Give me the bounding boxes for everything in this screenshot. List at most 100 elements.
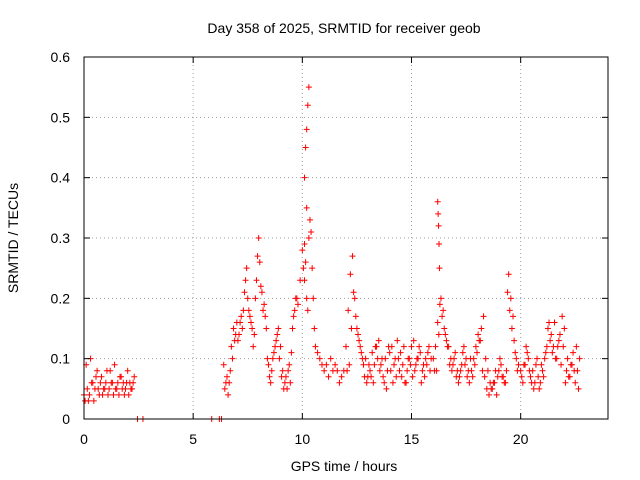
data-point xyxy=(460,343,467,350)
data-point xyxy=(253,277,260,284)
data-point xyxy=(363,379,370,386)
data-point xyxy=(537,379,544,386)
data-point xyxy=(499,373,506,380)
data-point xyxy=(464,373,471,380)
data-point xyxy=(131,373,138,380)
data-point xyxy=(413,355,420,362)
data-point xyxy=(453,373,460,380)
data-point xyxy=(492,367,499,374)
data-points xyxy=(81,84,583,422)
data-point xyxy=(436,301,443,308)
data-point xyxy=(479,367,486,374)
x-tick-label: 15 xyxy=(404,431,420,447)
y-tick-labels: 0 0.1 0.2 0.3 0.4 0.5 0.6 xyxy=(51,49,71,427)
data-point xyxy=(404,367,411,374)
x-tick-label: 0 xyxy=(80,431,88,447)
data-point xyxy=(303,204,310,211)
data-point xyxy=(436,265,443,272)
data-point xyxy=(377,361,384,368)
data-point xyxy=(507,295,514,302)
data-point xyxy=(299,247,306,254)
data-point xyxy=(397,349,404,356)
data-point xyxy=(553,355,560,362)
data-point xyxy=(369,349,376,356)
data-point xyxy=(560,343,567,350)
data-point xyxy=(441,325,448,332)
data-point xyxy=(304,102,311,109)
data-point xyxy=(338,373,345,380)
data-point xyxy=(246,313,253,320)
data-point xyxy=(478,325,485,332)
data-point xyxy=(387,367,394,374)
data-point xyxy=(422,355,429,362)
data-point xyxy=(361,373,368,380)
data-point xyxy=(287,379,294,386)
data-point xyxy=(446,361,453,368)
data-point xyxy=(556,331,563,338)
data-point xyxy=(112,385,119,392)
y-tick-label: 0.3 xyxy=(51,230,71,246)
data-point xyxy=(544,325,551,332)
data-point xyxy=(575,385,582,392)
data-point xyxy=(475,331,482,338)
data-point xyxy=(399,361,406,368)
data-point xyxy=(482,355,489,362)
data-point xyxy=(305,84,312,91)
data-point xyxy=(353,325,360,332)
data-point xyxy=(571,367,578,374)
data-point xyxy=(440,307,447,314)
data-point xyxy=(434,198,441,205)
data-point xyxy=(396,367,403,374)
data-point xyxy=(347,271,354,278)
data-point xyxy=(459,349,466,356)
data-point xyxy=(535,373,542,380)
data-point xyxy=(267,379,274,386)
data-point xyxy=(256,259,263,266)
data-point xyxy=(538,361,545,368)
data-point xyxy=(249,325,256,332)
data-point xyxy=(356,337,363,344)
data-point xyxy=(229,355,236,362)
data-point xyxy=(111,361,118,368)
data-point xyxy=(221,385,228,392)
data-point xyxy=(82,397,89,404)
data-point xyxy=(370,379,377,386)
data-point xyxy=(327,355,334,362)
data-point xyxy=(270,349,277,356)
data-point xyxy=(277,343,284,350)
data-point xyxy=(398,373,405,380)
data-point xyxy=(115,391,122,398)
data-point xyxy=(293,295,300,302)
data-point xyxy=(290,313,297,320)
data-point xyxy=(225,391,232,398)
data-point xyxy=(312,343,319,350)
data-point xyxy=(470,355,477,362)
data-point xyxy=(481,373,488,380)
data-point xyxy=(252,295,259,302)
data-point xyxy=(543,343,550,350)
data-point xyxy=(84,385,91,392)
data-point xyxy=(484,367,491,374)
data-point xyxy=(311,325,318,332)
data-point xyxy=(407,361,414,368)
data-point xyxy=(264,355,271,362)
chart-title: Day 358 of 2025, SRMTID for receiver geo… xyxy=(207,20,480,36)
data-point xyxy=(265,361,272,368)
data-point xyxy=(394,337,401,344)
data-point xyxy=(451,355,458,362)
data-point xyxy=(472,343,479,350)
data-point xyxy=(355,331,362,338)
data-point xyxy=(241,289,248,296)
data-point xyxy=(344,367,351,374)
x-tick-labels: 0 5 10 15 20 xyxy=(80,431,529,447)
data-point xyxy=(110,391,117,398)
y-tick-label: 0.4 xyxy=(51,170,71,186)
data-point xyxy=(301,241,308,248)
data-point xyxy=(332,361,339,368)
data-point xyxy=(365,361,372,368)
data-point xyxy=(125,391,132,398)
data-point xyxy=(352,313,359,320)
data-point xyxy=(358,349,365,356)
data-point xyxy=(123,379,130,386)
data-point xyxy=(506,307,513,314)
